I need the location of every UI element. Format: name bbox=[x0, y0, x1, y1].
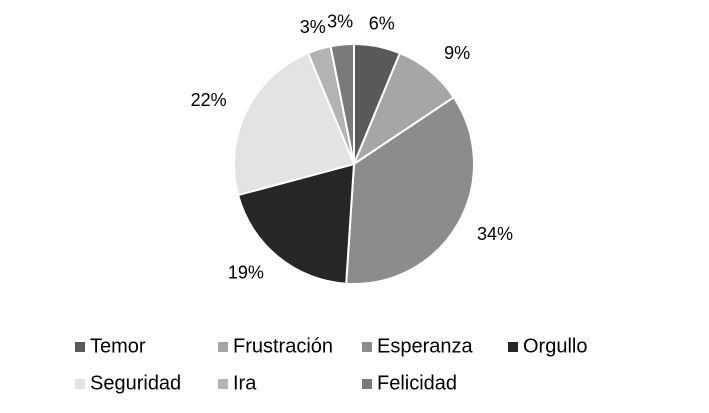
data-label: 3% bbox=[327, 11, 353, 31]
legend-swatch bbox=[75, 342, 85, 352]
legend-label: Seguridad bbox=[90, 372, 181, 394]
data-label: 19% bbox=[228, 263, 264, 283]
pie-slice bbox=[236, 162, 356, 285]
legend-label: Orgullo bbox=[523, 335, 587, 357]
legend-label: Ira bbox=[233, 372, 257, 394]
data-label: 34% bbox=[477, 224, 513, 244]
pie-slice bbox=[345, 95, 475, 285]
legend-swatch bbox=[218, 379, 228, 389]
pie-slice bbox=[329, 42, 355, 165]
legend-swatch bbox=[75, 379, 85, 389]
data-label: 9% bbox=[444, 43, 470, 63]
legend-swatch bbox=[508, 342, 518, 352]
data-label: 3% bbox=[300, 17, 326, 37]
legend-label: Temor bbox=[90, 335, 146, 357]
legend-swatch bbox=[362, 379, 372, 389]
legend-label: Esperanza bbox=[377, 335, 473, 357]
legend-swatch bbox=[362, 342, 372, 352]
data-label: 22% bbox=[191, 90, 227, 110]
legend-label: Felicidad bbox=[377, 372, 457, 394]
legend-label: Frustración bbox=[233, 335, 333, 357]
legend-swatch bbox=[218, 342, 228, 352]
pie-slice bbox=[233, 51, 356, 197]
data-label: 6% bbox=[369, 13, 395, 33]
